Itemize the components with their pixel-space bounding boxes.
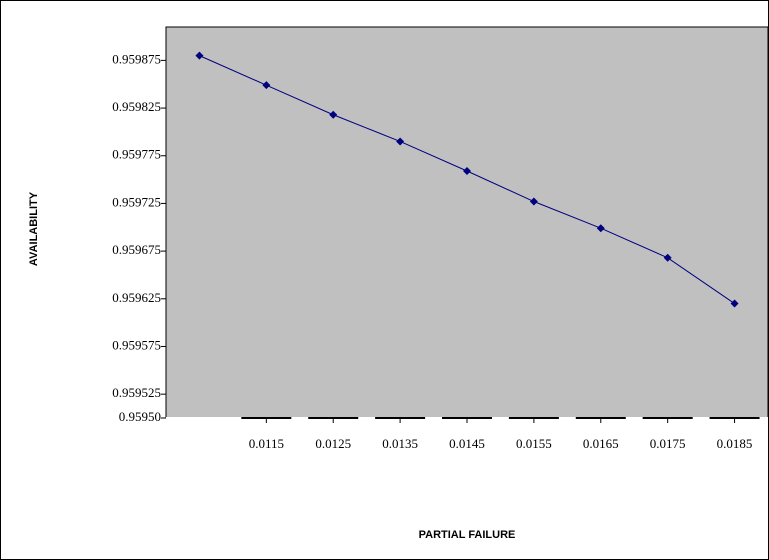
- y-tick-label: 0.959625: [112, 290, 161, 305]
- y-tick-label: 0.959875: [112, 51, 161, 66]
- x-tick-label: 0.0125: [315, 436, 351, 451]
- data-point: [463, 167, 471, 176]
- data-point: [329, 110, 338, 119]
- y-tick-label: 0.959525: [112, 385, 161, 400]
- data-point: [663, 253, 672, 262]
- x-tick-label: 0.0165: [583, 436, 619, 451]
- x-tick-label: 0.0145: [449, 436, 485, 451]
- y-tick-label: 0.959575: [112, 337, 161, 352]
- data-point: [195, 51, 204, 60]
- x-tick-label: 0.0115: [249, 436, 284, 451]
- data-point: [596, 224, 605, 233]
- y-tick-label: 0.959675: [112, 242, 161, 257]
- x-tick-label: 0.0185: [717, 436, 753, 451]
- x-tick-label: 0.0135: [382, 436, 418, 451]
- plot-area: [165, 26, 769, 419]
- y-tick-label: 0.959825: [112, 99, 161, 114]
- y-tick-label: 0.95950: [119, 409, 161, 424]
- data-point: [396, 137, 405, 146]
- x-tick-label: 0.0155: [516, 436, 552, 451]
- y-tick-label: 0.959775: [112, 147, 161, 162]
- x-axis-title: PARTIAL FAILURE: [419, 529, 516, 541]
- x-tick-label: 0.0175: [650, 436, 686, 451]
- y-axis-title: AVAILABILITY: [28, 191, 40, 266]
- data-point: [262, 81, 271, 90]
- data-point: [730, 299, 739, 308]
- y-tick-label: 0.959725: [112, 194, 161, 209]
- data-point: [529, 197, 538, 206]
